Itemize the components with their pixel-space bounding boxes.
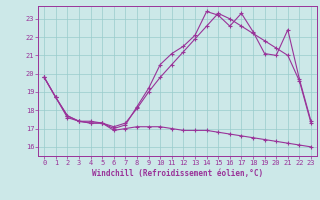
X-axis label: Windchill (Refroidissement éolien,°C): Windchill (Refroidissement éolien,°C)	[92, 169, 263, 178]
